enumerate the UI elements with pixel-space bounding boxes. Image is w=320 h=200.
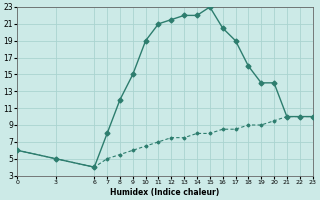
- X-axis label: Humidex (Indice chaleur): Humidex (Indice chaleur): [110, 188, 220, 197]
